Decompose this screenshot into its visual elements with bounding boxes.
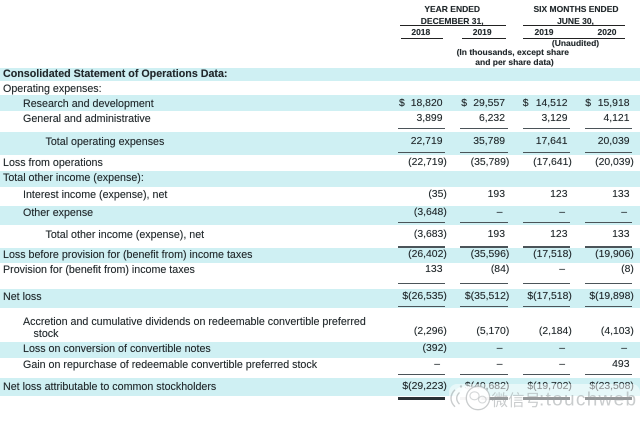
svg-text::touchweb: :touchweb [539,390,637,411]
